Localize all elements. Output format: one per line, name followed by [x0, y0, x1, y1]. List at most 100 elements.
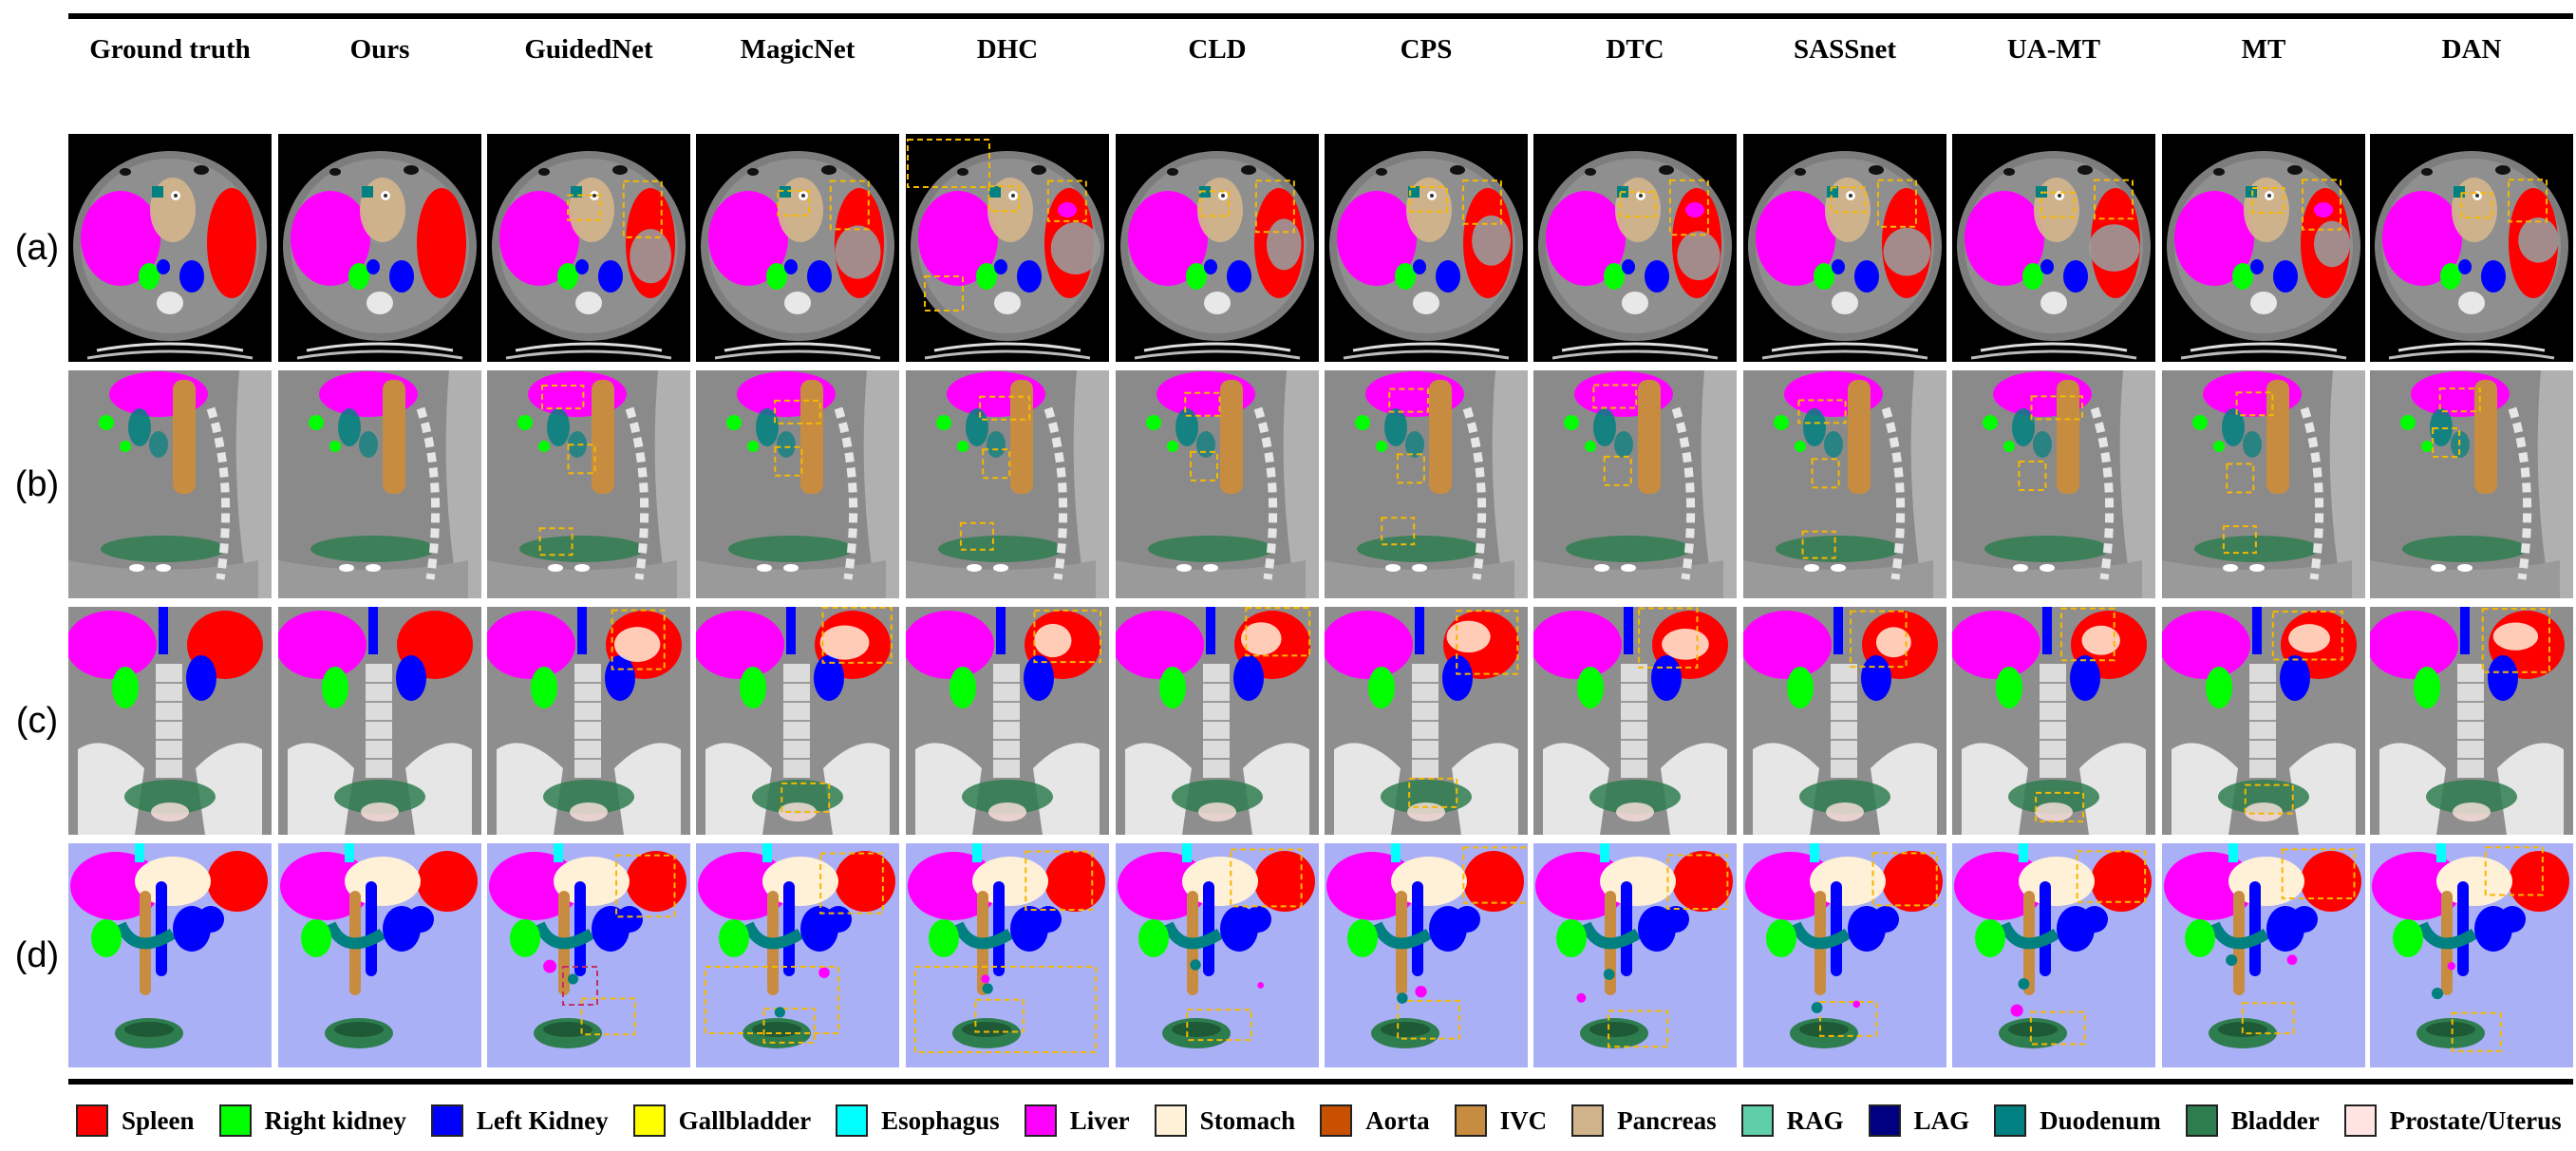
axial-segmentation-image	[2162, 134, 2365, 362]
axial-segmentation-image	[68, 134, 272, 362]
legend-item: IVC	[1454, 1104, 1548, 1137]
legend-item: Spleen	[76, 1104, 195, 1137]
column-header: MT	[2241, 34, 2286, 65]
coronal-segmentation-image	[1952, 607, 2155, 835]
legend-swatch	[2343, 1104, 2377, 1137]
render-3d-segmentation-image	[2162, 843, 2365, 1067]
column-header: UA-MT	[2006, 34, 2101, 65]
figure-grid	[68, 134, 2575, 1067]
coronal-segmentation-image	[278, 607, 481, 835]
render-3d-segmentation-image	[1952, 843, 2155, 1067]
legend-item: LAG	[1868, 1104, 1969, 1137]
render-3d-segmentation-image	[487, 843, 690, 1067]
render-3d-segmentation-image	[696, 843, 899, 1067]
legend-label: Stomach	[1199, 1105, 1296, 1135]
axial-segmentation-image	[1533, 134, 1737, 362]
legend-swatch	[1740, 1104, 1774, 1137]
render-3d-segmentation-image	[68, 843, 272, 1067]
column-headers: Ground truth Ours GuidedNet MagicNet DHC CLD C…	[68, 28, 2575, 70]
coronal-segmentation-image	[487, 607, 690, 835]
legend-swatch	[1994, 1104, 2027, 1137]
row-label: (a)	[14, 228, 60, 268]
column-header: Ground truth	[89, 34, 251, 65]
axial-segmentation-image	[487, 134, 690, 362]
column-header: MagicNet	[740, 34, 856, 65]
legend-item: Bladder	[2185, 1104, 2320, 1137]
legend-swatch	[430, 1104, 463, 1137]
sagittal-segmentation-image	[487, 370, 690, 598]
legend-item: Aorta	[1320, 1104, 1430, 1137]
legend-swatch	[76, 1104, 108, 1137]
column-header: CPS	[1400, 34, 1453, 65]
coronal-segmentation-image	[1533, 607, 1737, 835]
sagittal-segmentation-image	[1325, 370, 1528, 598]
column-header: DAN	[2441, 34, 2502, 65]
legend-label: RAG	[1786, 1105, 1844, 1135]
axial-segmentation-image	[1952, 134, 2155, 362]
legend-label: Left Kidney	[476, 1105, 609, 1135]
column-header: Ours	[349, 34, 410, 65]
axial-segmentation-image	[1743, 134, 1946, 362]
axial-segmentation-image	[278, 134, 481, 362]
axial-segmentation-image	[696, 134, 899, 362]
coronal-segmentation-image	[2162, 607, 2365, 835]
legend-swatch	[1868, 1104, 1901, 1137]
legend-swatch	[836, 1104, 869, 1137]
legend-item: Liver	[1024, 1104, 1130, 1137]
coronal-segmentation-image	[2370, 607, 2573, 835]
top-rule	[68, 13, 2573, 19]
render-3d-segmentation-image	[1116, 843, 1319, 1067]
axial-segmentation-image	[906, 134, 1109, 362]
legend-label: Pancreas	[1617, 1105, 1717, 1135]
coronal-segmentation-image	[68, 607, 272, 835]
legend-item: Esophagus	[836, 1104, 1000, 1137]
legend: Spleen Right kidney Left Kidney Gallbladder…	[76, 1100, 2573, 1142]
legend-item: Prostate/Uterus	[2343, 1104, 2562, 1137]
legend-swatch	[218, 1104, 252, 1137]
axial-segmentation-image	[2370, 134, 2573, 362]
legend-item: Right kidney	[218, 1104, 406, 1137]
column-header: DTC	[1606, 34, 1664, 65]
coronal-segmentation-image	[696, 607, 899, 835]
column-header: GuidedNet	[524, 34, 653, 65]
coronal-segmentation-image	[1116, 607, 1319, 835]
column-header: DHC	[976, 34, 1039, 65]
sagittal-segmentation-image	[278, 370, 481, 598]
legend-label: Esophagus	[881, 1105, 1000, 1135]
sagittal-segmentation-image	[906, 370, 1109, 598]
legend-item: Duodenum	[1994, 1104, 2161, 1137]
axial-segmentation-image	[1116, 134, 1319, 362]
render-3d-segmentation-image	[906, 843, 1109, 1067]
legend-item: Left Kidney	[430, 1104, 609, 1137]
column-header: SASSnet	[1794, 34, 1896, 65]
coronal-segmentation-image	[1743, 607, 1946, 835]
row-label: (c)	[15, 701, 59, 741]
sagittal-segmentation-image	[68, 370, 272, 598]
legend-swatch	[1454, 1104, 1487, 1137]
legend-item: Pancreas	[1571, 1104, 1717, 1137]
bottom-rule	[68, 1079, 2573, 1085]
legend-label: IVC	[1499, 1105, 1548, 1135]
legend-swatch	[632, 1104, 666, 1137]
legend-swatch	[1320, 1104, 1353, 1137]
legend-label: Liver	[1069, 1105, 1130, 1135]
legend-label: Gallbladder	[678, 1105, 812, 1135]
legend-swatch	[1571, 1104, 1605, 1137]
row-label: (b)	[14, 464, 60, 504]
coronal-segmentation-image	[1325, 607, 1528, 835]
legend-item: Gallbladder	[632, 1104, 812, 1137]
legend-label: Right kidney	[264, 1105, 406, 1135]
render-3d-segmentation-image	[2370, 843, 2573, 1067]
sagittal-segmentation-image	[2370, 370, 2573, 598]
legend-label: Bladder	[2230, 1105, 2320, 1135]
sagittal-segmentation-image	[2162, 370, 2365, 598]
legend-label: Aorta	[1365, 1105, 1430, 1135]
legend-item: Stomach	[1154, 1104, 1296, 1137]
sagittal-segmentation-image	[1116, 370, 1319, 598]
legend-label: Prostate/Uterus	[2389, 1105, 2562, 1135]
legend-item: RAG	[1740, 1104, 1844, 1137]
sagittal-segmentation-image	[1952, 370, 2155, 598]
row-label: (d)	[14, 935, 60, 975]
render-3d-segmentation-image	[1533, 843, 1737, 1067]
coronal-segmentation-image	[906, 607, 1109, 835]
